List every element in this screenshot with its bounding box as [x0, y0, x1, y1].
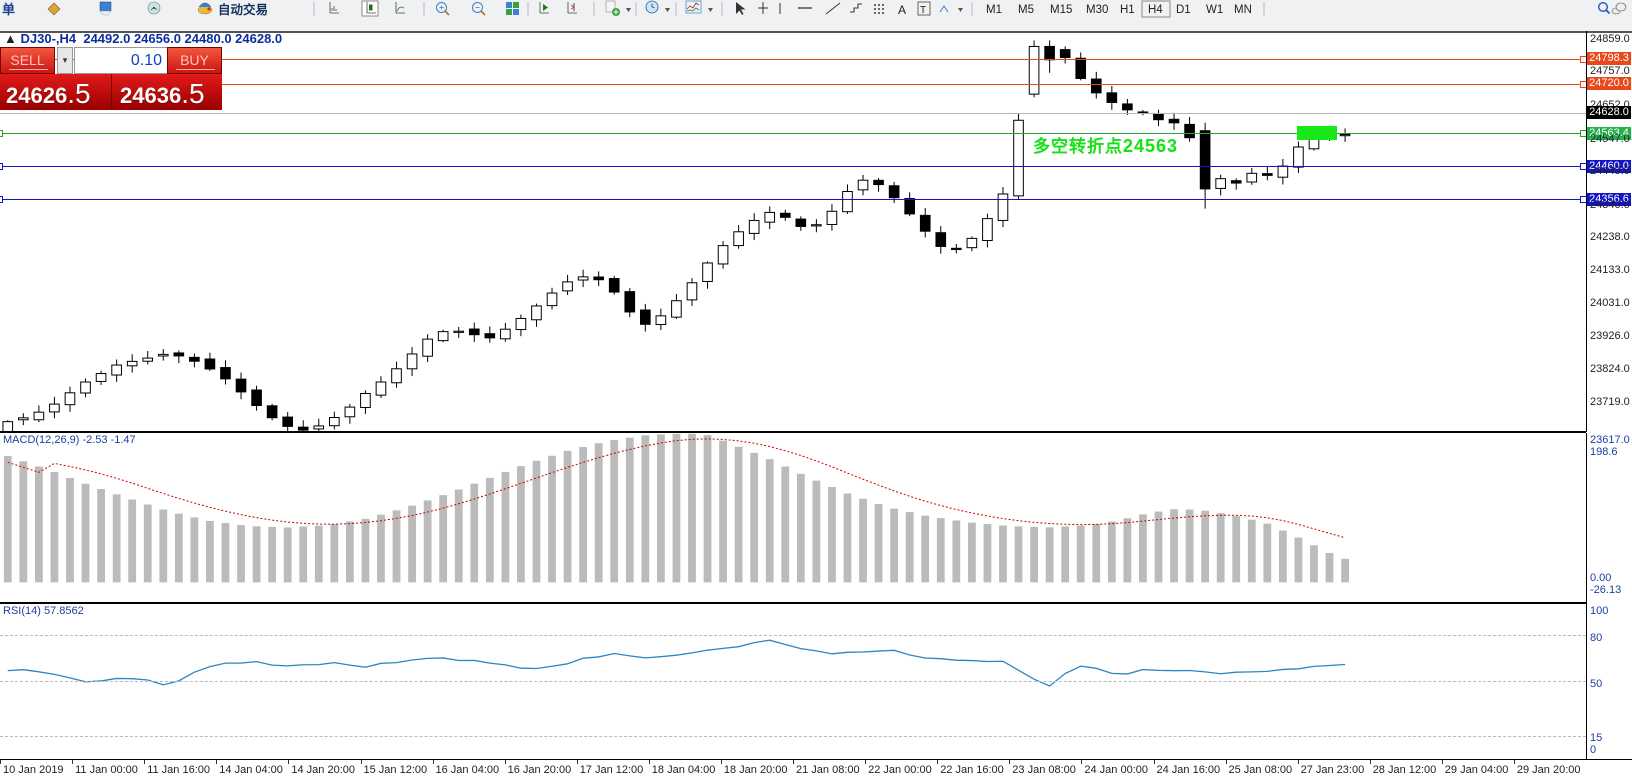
svg-text:M1: M1 — [986, 4, 1002, 16]
svg-text:M30: M30 — [1086, 4, 1108, 16]
svg-text:T: T — [920, 5, 926, 16]
svg-text:D1: D1 — [1176, 4, 1191, 16]
svg-text:MN: MN — [1234, 4, 1252, 16]
svg-text:W1: W1 — [1206, 4, 1223, 16]
svg-text:M5: M5 — [1018, 4, 1034, 16]
svg-text:H4: H4 — [1148, 4, 1163, 16]
svg-text:M15: M15 — [1050, 4, 1072, 16]
svg-text:H1: H1 — [1120, 4, 1135, 16]
svg-text:A: A — [898, 3, 906, 17]
svg-text:单: 单 — [2, 2, 15, 17]
svg-text:自动交易: 自动交易 — [218, 2, 268, 17]
